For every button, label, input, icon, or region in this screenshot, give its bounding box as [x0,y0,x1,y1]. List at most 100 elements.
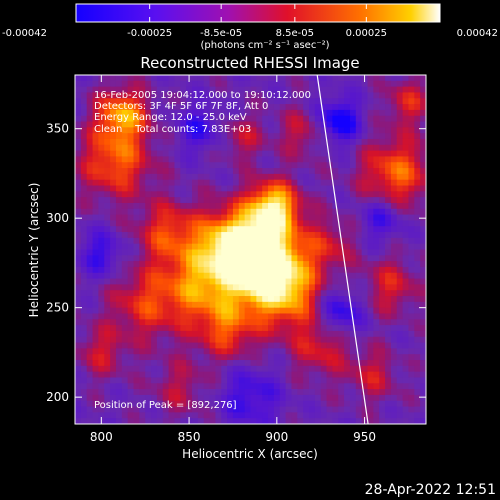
heatmap-cell [115,383,123,390]
heatmap-cell [174,127,181,134]
heatmap-cell [145,255,152,262]
heatmap-cell [250,185,257,192]
heatmap-cell [402,272,410,280]
heatmap-cell [168,191,176,198]
heatmap-cell [86,232,94,239]
heatmap-cell [332,249,339,256]
heatmap-cell [121,360,129,367]
heatmap-cell [314,168,322,175]
heatmap-cell [133,232,140,239]
heatmap-cell [408,133,415,140]
heatmap-cell [244,162,252,169]
heatmap-cell [332,290,339,297]
heatmap-cell [326,162,333,169]
heatmap-cell [367,406,374,413]
heatmap-cell [174,266,181,274]
heatmap-cell [373,179,380,187]
heatmap-cell [197,249,205,256]
heatmap-cell [151,389,158,396]
heatmap-cell [98,365,105,373]
heatmap-cell [232,377,240,384]
heatmap-cell [326,133,333,140]
heatmap-cell [180,261,187,268]
heatmap-cell [344,307,351,315]
heatmap-cell [291,232,298,239]
heatmap-cell [273,272,281,280]
heatmap-cell [279,173,287,181]
heatmap-cell [121,243,129,251]
heatmap-cell [197,168,205,175]
heatmap-cell [139,127,146,134]
heatmap-cell [291,284,298,291]
heatmap-cell [92,301,99,309]
heatmap-cell [139,301,146,309]
heatmap-cell [361,179,369,187]
heatmap-cell [75,92,82,99]
heatmap-cell [320,383,328,390]
heatmap-cell [139,261,146,268]
heatmap-cell [98,330,105,338]
heatmap-cell [174,75,181,82]
heatmap-cell [420,150,426,158]
heatmap-cell [268,104,275,111]
heatmap-cell [390,278,398,285]
heatmap-cell [92,127,99,134]
heatmap-cell [273,243,281,251]
heatmap-cell [408,377,415,384]
heatmap-cell [221,418,228,424]
heatmap-cell [268,342,275,349]
heatmap-cell [80,400,88,408]
heatmap-cell [256,226,263,233]
heatmap-cell [238,249,246,256]
heatmap-cell [162,249,170,256]
heatmap-cell [291,168,298,175]
heatmap-cell [291,220,298,227]
heatmap-cell [420,406,426,413]
heatmap-cell [92,232,99,239]
heatmap-cell [396,325,404,332]
heatmap-cell [127,138,135,146]
heatmap-cell [80,301,88,309]
heatmap-cell [402,144,410,152]
heatmap-cell [332,360,339,367]
heatmap-cell [373,150,380,158]
heatmap-cell [326,360,333,367]
heatmap-cell [338,313,345,320]
heatmap-cell [408,266,415,274]
heatmap-cell [385,301,392,309]
heatmap-cell [168,383,176,390]
heatmap-cell [168,179,176,187]
heatmap-cell [385,237,392,245]
heatmap-cell [390,394,398,402]
heatmap-cell [186,278,193,285]
heatmap-cell [209,266,216,274]
heatmap-cell [156,214,164,222]
heatmap-cell [139,133,146,140]
heatmap-cell [256,371,263,379]
heatmap-cell [262,418,269,424]
heatmap-cell [145,377,152,384]
heatmap-cell [104,191,111,198]
heatmap-cell [215,342,222,349]
heatmap-cell [326,301,333,309]
heatmap-cell [215,307,222,315]
heatmap-cell [115,243,123,251]
heatmap-cell [221,284,228,291]
heatmap-cell [75,296,82,303]
heatmap-cell [98,266,105,274]
heatmap-cell [227,150,234,158]
heatmap-cell [420,261,426,268]
heatmap-cell [314,354,322,361]
heatmap-cell [355,330,363,338]
heatmap-cell [332,237,339,245]
heatmap-cell [121,214,129,222]
solar-limb-line [316,74,369,425]
heatmap-cell [104,185,111,192]
heatmap-cell [75,138,82,146]
heatmap-cell [121,237,129,245]
heatmap-cell [262,104,269,111]
heatmap-cell [203,214,211,222]
heatmap-cell [92,208,99,216]
heatmap-cell [349,348,357,355]
heatmap-cell [344,348,351,355]
